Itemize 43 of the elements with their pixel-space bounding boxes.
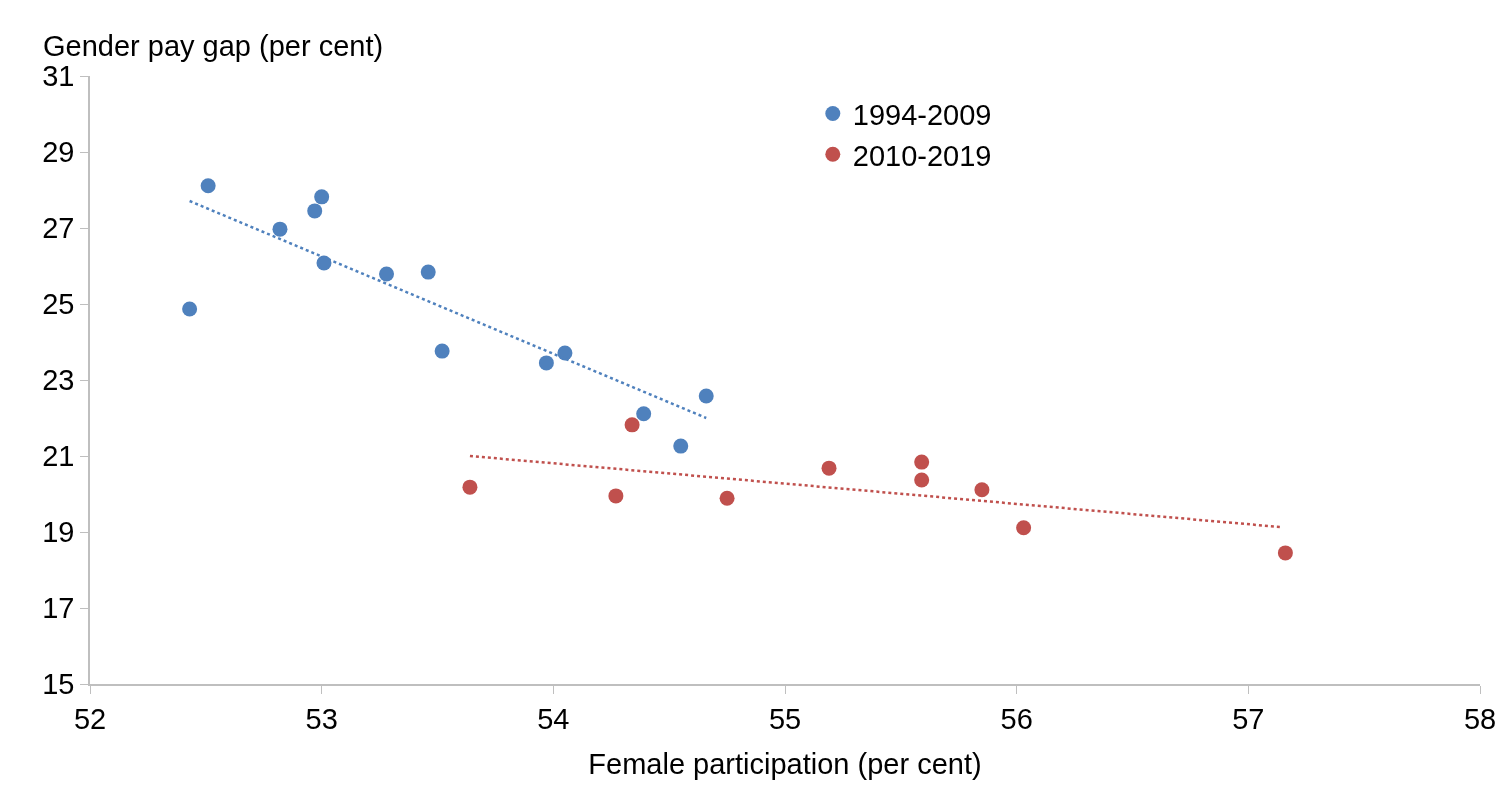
point [200, 178, 216, 194]
point [719, 490, 735, 506]
point [914, 472, 930, 488]
x-tick-label: 53 [305, 702, 338, 735]
y-tick-label: 27 [42, 212, 75, 245]
y-tick-label: 23 [42, 364, 75, 397]
y-tick-label: 17 [42, 592, 75, 625]
legend-label: 2010-2019 [852, 139, 992, 172]
x-axis-title: Female participation (per cent) [588, 747, 982, 780]
y-axis-title: Gender pay gap (per cent) [43, 30, 384, 62]
x-tick-label: 57 [1232, 702, 1265, 735]
point [1277, 545, 1293, 561]
y-tick-label: 31 [42, 60, 75, 93]
point [182, 301, 198, 317]
point [557, 345, 573, 361]
point [538, 355, 554, 371]
point [314, 189, 330, 205]
point [272, 221, 288, 237]
y-tick-label: 21 [42, 440, 75, 473]
x-tick-label: 56 [1000, 702, 1033, 735]
point [821, 460, 837, 476]
point [434, 343, 450, 359]
x-tick-label: 52 [73, 702, 107, 735]
y-tick-label: 29 [42, 136, 75, 169]
legend-label: 1994-2009 [852, 98, 992, 131]
y-tick-label: 19 [42, 516, 75, 549]
y-tick-label: 25 [42, 288, 75, 321]
x-tick-label: 55 [768, 702, 802, 735]
point [673, 438, 689, 454]
point [608, 488, 624, 504]
point [636, 406, 652, 422]
point [462, 479, 478, 495]
point [698, 388, 714, 404]
point [624, 417, 640, 433]
point [379, 266, 395, 282]
point [307, 203, 323, 219]
point [914, 454, 930, 470]
x-tick-label: 54 [537, 702, 570, 735]
point [420, 264, 436, 280]
x-tick-label: 58 [1463, 702, 1497, 735]
point [1016, 520, 1032, 536]
point [974, 482, 990, 498]
y-tick-label: 15 [42, 668, 75, 701]
